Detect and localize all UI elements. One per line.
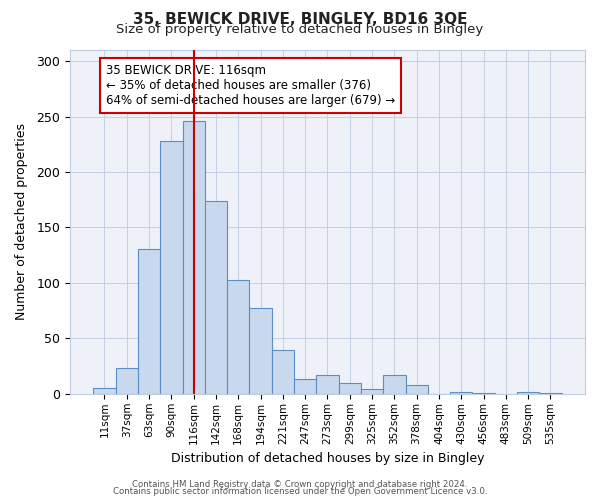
Bar bbox=[539, 393, 562, 394]
Bar bbox=[116, 368, 138, 394]
Bar bbox=[94, 388, 116, 394]
Text: 35, BEWICK DRIVE, BINGLEY, BD16 3QE: 35, BEWICK DRIVE, BINGLEY, BD16 3QE bbox=[133, 12, 467, 28]
Bar bbox=[272, 350, 294, 394]
Bar bbox=[138, 248, 160, 394]
Bar bbox=[338, 383, 361, 394]
Text: Size of property relative to detached houses in Bingley: Size of property relative to detached ho… bbox=[116, 24, 484, 36]
Bar bbox=[406, 385, 428, 394]
Y-axis label: Number of detached properties: Number of detached properties bbox=[15, 124, 28, 320]
Bar bbox=[182, 121, 205, 394]
Bar bbox=[227, 280, 250, 394]
Bar bbox=[472, 393, 494, 394]
Bar bbox=[316, 375, 338, 394]
Text: Contains HM Land Registry data © Crown copyright and database right 2024.: Contains HM Land Registry data © Crown c… bbox=[132, 480, 468, 489]
X-axis label: Distribution of detached houses by size in Bingley: Distribution of detached houses by size … bbox=[171, 452, 484, 465]
Bar bbox=[205, 201, 227, 394]
Bar bbox=[517, 392, 539, 394]
Text: 35 BEWICK DRIVE: 116sqm
← 35% of detached houses are smaller (376)
64% of semi-d: 35 BEWICK DRIVE: 116sqm ← 35% of detache… bbox=[106, 64, 395, 107]
Text: Contains public sector information licensed under the Open Government Licence v3: Contains public sector information licen… bbox=[113, 488, 487, 496]
Bar bbox=[383, 375, 406, 394]
Bar bbox=[250, 308, 272, 394]
Bar bbox=[294, 380, 316, 394]
Bar bbox=[450, 392, 472, 394]
Bar bbox=[160, 141, 182, 394]
Bar bbox=[361, 390, 383, 394]
